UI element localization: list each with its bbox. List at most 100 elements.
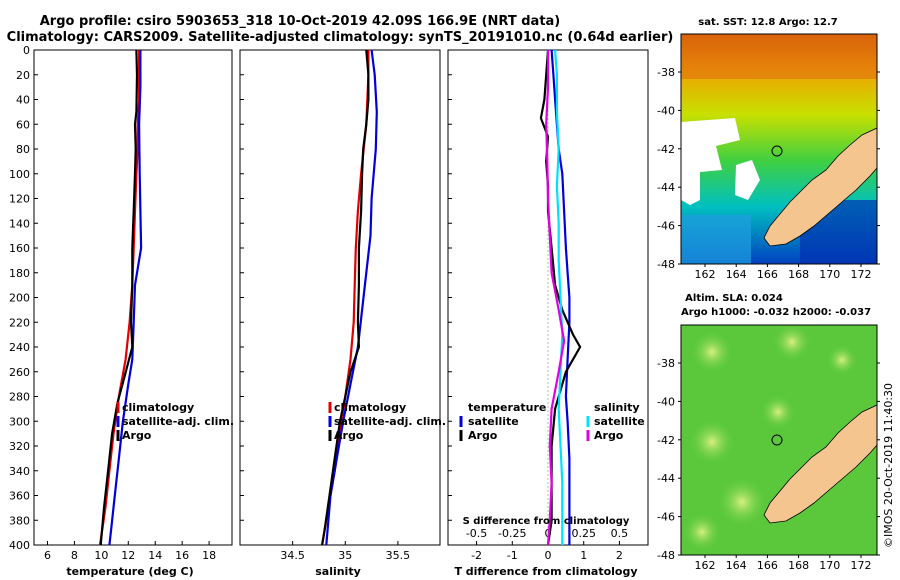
legend-argo: Argo: [334, 429, 364, 442]
argo-location-marker: [771, 145, 783, 157]
sst-map-axes: 162 164 166 168 170 172 -38 -40 -42 -44 -46 -48: [657, 66, 880, 281]
depth-tick-label: 100: [9, 168, 30, 181]
map-y-tick-label: -40: [657, 395, 675, 408]
x-tick-label: 10: [94, 549, 108, 562]
sst-map-title: sat. SST: 12.8 Argo: 12.7: [698, 17, 838, 28]
legend-satellite-adj: satellite-adj. clim.: [334, 415, 446, 428]
argo-location-marker: [771, 434, 783, 446]
map-y-tick-label: -48: [657, 258, 675, 271]
title-line-1: Argo profile: csiro 5903653_318 10-Oct-2…: [40, 14, 561, 29]
salinity-panel-frame: [239, 49, 441, 546]
map-y-tick-label: -38: [657, 357, 675, 370]
depth-tick-label: 380: [9, 514, 30, 527]
map-x-tick-label: 168: [788, 559, 809, 572]
series-line-argo: [321, 49, 370, 546]
legend-salinity-satellite: satellite: [594, 415, 645, 428]
series-line-satellite-adj-clim-: [325, 49, 378, 546]
legend-salinity-heading: salinity: [594, 401, 640, 414]
sla-anomaly: [716, 476, 768, 528]
map-y-tick-label: -42: [657, 143, 675, 156]
salinity-legend: climatology satellite-adj. clim. Argo: [328, 401, 446, 442]
new-zealand-land: [763, 404, 877, 524]
series-line-temperature-argo: [539, 49, 582, 546]
difference-legend: temperature satellite Argo salinity sate…: [459, 401, 645, 442]
map-y-tick-label: -48: [657, 549, 675, 562]
difference-chart: -2 -1 0 1 2-0.5 -0.25 0 0.25 0.5: [466, 49, 629, 562]
depth-tick-label: 60: [16, 118, 30, 131]
x-tick-label: 8: [71, 549, 78, 562]
depth-tick-label: 0: [23, 44, 30, 57]
temperature-legend: climatology satellite-adj. clim. Argo: [116, 401, 234, 442]
depth-tick-label: 320: [9, 440, 30, 453]
x-tick-label: 18: [202, 549, 216, 562]
t-difference-axis-label: T difference from climatology: [454, 565, 637, 578]
depth-tick-label: 140: [9, 217, 30, 230]
depth-tick-label: 20: [16, 69, 30, 82]
map-y-tick-label: -40: [657, 104, 675, 117]
depth-tick-label: 160: [9, 242, 30, 255]
x2-tick-label: 0.25: [571, 527, 596, 540]
imos-timestamp: ©IMOS 20-Oct-2019 11:40:30: [882, 383, 895, 548]
x-tick-label: 14: [148, 549, 162, 562]
x-tick-label: -1: [507, 549, 518, 562]
x-tick-label: 35: [338, 549, 352, 562]
depth-tick-label: 180: [9, 267, 30, 280]
sst-warm-patch: [681, 34, 877, 79]
sla-map-axes: 162 164 166 168 170 172 -38 -40 -42 -44 -46 -48: [657, 357, 880, 572]
sla-map-title-1: Altim. SLA: 0.024: [685, 293, 783, 304]
map-x-tick-label: 170: [819, 559, 840, 572]
sla-anomaly: [760, 394, 796, 430]
x-tick-label: 12: [121, 549, 135, 562]
map-y-tick-label: -46: [657, 220, 675, 233]
temperature-panel-frame: [33, 49, 233, 546]
map-y-tick-label: -46: [657, 511, 675, 524]
x2-tick-label: -0.25: [498, 527, 526, 540]
x-tick-label: 16: [175, 549, 189, 562]
x-tick-label: 2: [616, 549, 623, 562]
depth-tick-label: 40: [16, 94, 30, 107]
x2-tick-label: -0.5: [466, 527, 487, 540]
map-x-tick-label: 162: [695, 559, 716, 572]
depth-tick-label: 340: [9, 465, 30, 478]
map-y-tick-label: -44: [657, 181, 675, 194]
sla-anomaly: [826, 344, 858, 376]
legend-temperature-heading: temperature: [468, 401, 546, 414]
depth-tick-label: 120: [9, 193, 30, 206]
depth-tick-label: 360: [9, 490, 30, 503]
sst-cloud-mask: [735, 160, 760, 200]
series-line-climatology: [321, 50, 370, 546]
sla-map: [681, 325, 877, 555]
depth-tick-label: 80: [16, 143, 30, 156]
sla-anomaly: [772, 325, 812, 362]
legend-climatology: climatology: [334, 401, 406, 414]
legend-argo: Argo: [122, 429, 152, 442]
x2-tick-label: 0.5: [611, 527, 629, 540]
series-line-climatology: [98, 50, 141, 546]
sst-cold-patch: [681, 215, 751, 264]
s-difference-axis-label: S difference from climatology: [463, 516, 630, 527]
sla-anomaly: [688, 418, 736, 466]
depth-tick-label: 220: [9, 316, 30, 329]
salinity-axis-label: salinity: [315, 565, 361, 578]
new-zealand-land: [763, 127, 877, 247]
map-x-tick-label: 168: [788, 268, 809, 281]
map-x-tick-label: 172: [851, 268, 872, 281]
depth-tick-label: 280: [9, 391, 30, 404]
map-y-tick-label: -38: [657, 66, 675, 79]
x-tick-label: 35.5: [386, 549, 411, 562]
legend-climatology: climatology: [122, 401, 194, 414]
depth-tick-label: 300: [9, 415, 30, 428]
sla-map-title-2: Argo h1000: -0.032 h2000: -0.037: [681, 307, 871, 318]
sla-anomaly: [690, 330, 734, 374]
series-line-argo: [99, 49, 139, 546]
x-tick-label: 0: [545, 549, 552, 562]
map-y-tick-label: -44: [657, 472, 675, 485]
legend-satellite-adj: satellite-adj. clim.: [122, 415, 234, 428]
temperature-axis-label: temperature (deg C): [66, 565, 193, 578]
map-x-tick-label: 164: [726, 559, 747, 572]
title-line-2: Climatology: CARS2009. Satellite-adjuste…: [7, 30, 674, 45]
map-x-tick-label: 164: [726, 268, 747, 281]
x-tick-label: -2: [471, 549, 482, 562]
legend-temperature-argo: Argo: [468, 429, 498, 442]
